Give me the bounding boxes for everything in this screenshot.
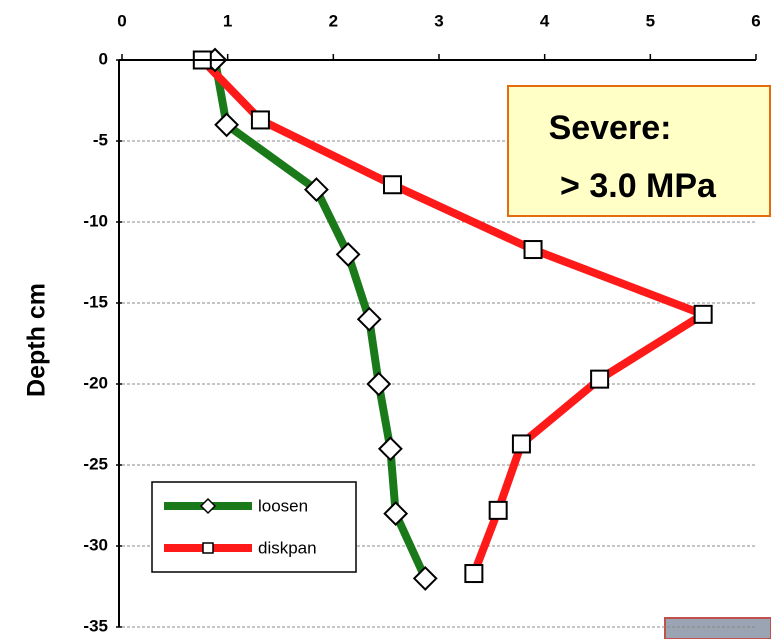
y-tick-label: -25 [83, 454, 108, 473]
x-tick-label: 2 [329, 11, 338, 30]
x-tick-label: 5 [646, 11, 655, 30]
marker [368, 373, 390, 395]
legend-box [152, 482, 356, 572]
marker [384, 176, 401, 193]
marker [358, 308, 380, 330]
x-tick-label: 0 [117, 11, 126, 30]
marker [591, 371, 608, 388]
y-tick-label: -15 [83, 292, 108, 311]
marker [490, 502, 507, 519]
y-tick-label: -35 [83, 616, 108, 635]
marker [465, 565, 482, 582]
y-axis-label: Depth cm [23, 283, 51, 397]
y-tick-label: -30 [83, 535, 108, 554]
y-tick-label: -20 [83, 373, 108, 392]
photo-inset [665, 618, 771, 639]
x-tick-label: 1 [223, 11, 232, 30]
marker [525, 241, 542, 258]
x-tick-label: 6 [751, 11, 760, 30]
legend-label: loosen [258, 496, 308, 515]
marker [379, 438, 401, 460]
legend-marker [203, 543, 213, 553]
y-tick-label: 0 [99, 49, 108, 68]
marker [252, 111, 269, 128]
annotation-line: > 3.0 MPa [560, 167, 717, 205]
x-tick-label: 3 [434, 11, 443, 30]
y-tick-label: -5 [93, 130, 108, 149]
legend-label: diskpan [258, 538, 317, 557]
marker [695, 306, 712, 323]
y-tick-label: -10 [83, 211, 108, 230]
annotation-line: Severe: [549, 109, 672, 147]
chart: Depth cm Severe: > 3.0 MPa 0 -5 -10 -15 -20 -… [0, 0, 771, 639]
marker [513, 435, 530, 452]
x-tick-label: 4 [540, 11, 550, 30]
